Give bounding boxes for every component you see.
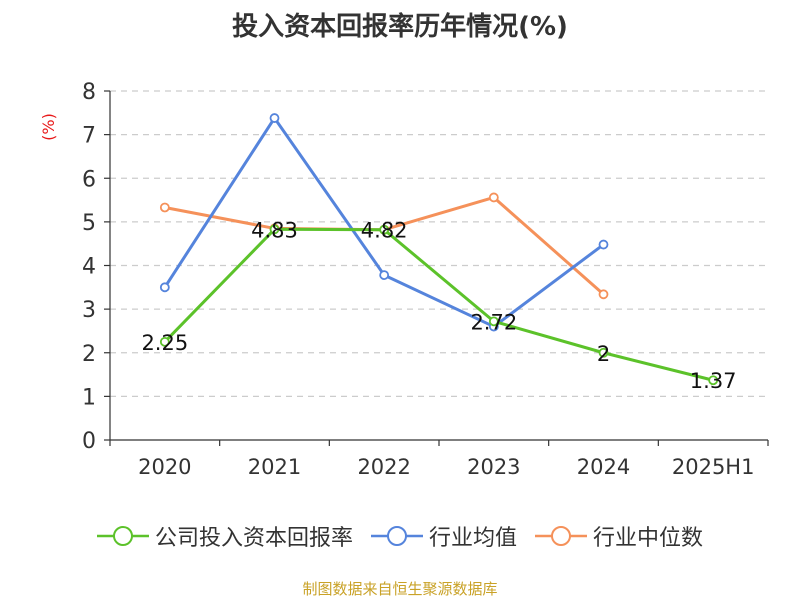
data-point[interactable] xyxy=(379,270,390,280)
legend-item[interactable]: 公司投入资本回报率 xyxy=(96,520,353,552)
data-point[interactable] xyxy=(598,239,609,250)
x-tick-label: 2024 xyxy=(577,455,630,479)
y-tick-label: 6 xyxy=(82,167,96,192)
y-tick-label: 2 xyxy=(82,342,96,367)
series-line xyxy=(163,227,714,382)
legend-label: 行业中位数 xyxy=(593,526,704,551)
legend-line-icon xyxy=(535,526,587,546)
legend-line-icon xyxy=(370,526,423,546)
data-label: 2.25 xyxy=(141,331,188,355)
data-labels: 2.25 4.83 4.82 2.72 2 1.37 xyxy=(141,218,736,393)
data-point[interactable] xyxy=(379,224,390,235)
legend-label: 行业均值 xyxy=(428,526,517,551)
legend-circle xyxy=(551,526,571,546)
data-point[interactable] xyxy=(269,224,280,235)
legend: 公司投入资本回报率 行业均值 行业中位数 xyxy=(0,520,800,552)
data-label: 1.37 xyxy=(690,369,737,393)
y-tick-label: 1 xyxy=(82,385,96,410)
x-tick-label: 2022 xyxy=(357,455,410,479)
legend-item[interactable]: 行业中位数 xyxy=(535,520,703,552)
data-label: 4.82 xyxy=(361,219,408,243)
y-tick-label: 8 xyxy=(82,80,96,105)
data-point[interactable] xyxy=(269,113,280,123)
data-label: 2 xyxy=(597,342,610,366)
x-tick-label: 2021 xyxy=(248,455,301,479)
chart-title: 投入资本回报率历年情况(%) xyxy=(232,12,568,42)
data-point[interactable] xyxy=(159,202,170,213)
x-tick-label: 2020 xyxy=(138,455,191,479)
axes: 0 1 2 3 4 5 6 7 8 2020 2021 2022 2023 2024 2025H1 xyxy=(82,80,769,479)
data-point[interactable] xyxy=(708,375,719,386)
y-tick-label: 3 xyxy=(82,298,96,323)
data-label: 4.83 xyxy=(251,218,298,242)
y-tick-label: 7 xyxy=(82,124,96,149)
data-point[interactable] xyxy=(159,282,170,293)
y-tick-label: 4 xyxy=(82,255,96,280)
data-point[interactable] xyxy=(488,316,499,327)
legend-line-icon xyxy=(96,526,149,546)
legend-label: 公司投入资本回报率 xyxy=(154,526,353,551)
x-tick-label: 2025H1 xyxy=(672,455,755,479)
legend-circle xyxy=(112,526,133,546)
legend-circle xyxy=(386,526,407,546)
legend-item[interactable]: 行业均值 xyxy=(370,520,517,552)
data-label: 2.72 xyxy=(470,310,517,334)
series-lines xyxy=(159,113,719,386)
data-point[interactable] xyxy=(598,347,609,358)
y-axis-unit-label: (%) xyxy=(39,113,58,141)
data-point[interactable] xyxy=(598,289,609,300)
y-tick-label: 0 xyxy=(82,429,96,454)
x-tick-label: 2023 xyxy=(467,455,520,479)
data-point[interactable] xyxy=(488,192,499,203)
source-note: 制图数据来自恒生聚源数据库 xyxy=(302,580,498,598)
y-tick-label: 5 xyxy=(82,211,96,236)
data-point[interactable] xyxy=(159,336,170,347)
grid-lines xyxy=(110,90,768,397)
